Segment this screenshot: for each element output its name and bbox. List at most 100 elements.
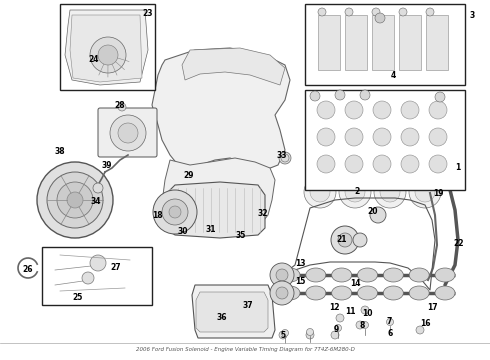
Circle shape <box>429 128 447 146</box>
Ellipse shape <box>280 286 300 300</box>
Circle shape <box>162 199 188 225</box>
Circle shape <box>336 314 344 322</box>
Ellipse shape <box>435 286 455 300</box>
Circle shape <box>37 162 113 238</box>
Ellipse shape <box>306 268 326 282</box>
Circle shape <box>370 207 386 223</box>
Text: 1: 1 <box>455 163 461 172</box>
Polygon shape <box>165 182 265 238</box>
Text: 22: 22 <box>454 238 464 248</box>
Circle shape <box>401 155 419 173</box>
Circle shape <box>47 172 103 228</box>
Circle shape <box>57 182 93 218</box>
Text: 30: 30 <box>178 226 188 235</box>
FancyBboxPatch shape <box>98 108 157 157</box>
Bar <box>318 15 340 70</box>
Polygon shape <box>310 8 460 82</box>
Circle shape <box>304 176 336 208</box>
Circle shape <box>153 190 197 234</box>
Bar <box>426 15 448 70</box>
Text: 23: 23 <box>143 9 153 18</box>
Circle shape <box>429 155 447 173</box>
Bar <box>305 90 465 190</box>
Polygon shape <box>152 48 290 172</box>
Bar <box>399 15 421 70</box>
Circle shape <box>373 128 391 146</box>
Ellipse shape <box>332 286 352 300</box>
Text: 19: 19 <box>433 189 443 198</box>
Bar <box>372 15 394 70</box>
Circle shape <box>401 128 419 146</box>
Circle shape <box>110 115 146 151</box>
Bar <box>305 4 465 85</box>
Ellipse shape <box>332 268 352 282</box>
Circle shape <box>169 206 181 218</box>
Text: 3: 3 <box>469 10 475 19</box>
Text: 9: 9 <box>333 325 339 334</box>
Polygon shape <box>163 158 275 232</box>
Ellipse shape <box>358 268 377 282</box>
Circle shape <box>276 287 288 299</box>
Bar <box>345 15 367 70</box>
Circle shape <box>416 326 424 334</box>
Circle shape <box>399 8 407 16</box>
Text: 7: 7 <box>386 316 392 325</box>
Circle shape <box>331 331 339 339</box>
Text: 12: 12 <box>329 303 339 312</box>
Circle shape <box>307 328 314 336</box>
Bar <box>42 247 152 305</box>
Text: 28: 28 <box>115 100 125 109</box>
Circle shape <box>375 13 385 23</box>
Polygon shape <box>192 285 275 338</box>
Circle shape <box>373 155 391 173</box>
Circle shape <box>98 45 118 65</box>
Circle shape <box>331 226 359 254</box>
Circle shape <box>318 8 326 16</box>
Circle shape <box>361 306 369 314</box>
Circle shape <box>435 92 445 102</box>
Text: 26: 26 <box>23 265 33 274</box>
Text: 31: 31 <box>206 225 216 234</box>
Polygon shape <box>65 10 148 85</box>
Text: 38: 38 <box>55 148 65 157</box>
Text: 16: 16 <box>420 320 430 328</box>
Polygon shape <box>310 93 460 187</box>
Circle shape <box>335 324 342 332</box>
Text: 21: 21 <box>337 235 347 244</box>
Circle shape <box>93 183 103 193</box>
Text: 36: 36 <box>217 314 227 323</box>
Text: 11: 11 <box>345 307 355 316</box>
Ellipse shape <box>306 286 326 300</box>
Circle shape <box>353 233 367 247</box>
Circle shape <box>372 8 380 16</box>
Circle shape <box>345 155 363 173</box>
Circle shape <box>317 101 335 119</box>
Circle shape <box>270 263 294 287</box>
Circle shape <box>276 269 288 281</box>
Circle shape <box>362 321 368 328</box>
Text: 2: 2 <box>354 188 360 197</box>
Text: 14: 14 <box>350 279 360 288</box>
Circle shape <box>426 8 434 16</box>
Circle shape <box>373 101 391 119</box>
Circle shape <box>360 90 370 100</box>
Text: 39: 39 <box>102 161 112 170</box>
Text: 6: 6 <box>388 329 392 338</box>
Text: 25: 25 <box>73 293 83 302</box>
Text: 15: 15 <box>295 276 305 285</box>
Circle shape <box>317 128 335 146</box>
Polygon shape <box>65 8 148 85</box>
Text: 8: 8 <box>359 321 365 330</box>
Circle shape <box>67 192 83 208</box>
Circle shape <box>345 8 353 16</box>
Text: 5: 5 <box>280 330 286 339</box>
Circle shape <box>339 176 371 208</box>
Circle shape <box>90 37 126 73</box>
Circle shape <box>338 233 352 247</box>
Text: 27: 27 <box>111 264 122 273</box>
Ellipse shape <box>383 286 403 300</box>
Circle shape <box>429 101 447 119</box>
Circle shape <box>306 331 314 339</box>
Text: 37: 37 <box>243 301 253 310</box>
Circle shape <box>387 319 393 325</box>
